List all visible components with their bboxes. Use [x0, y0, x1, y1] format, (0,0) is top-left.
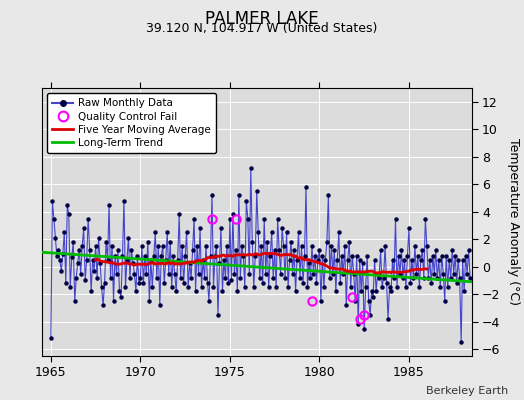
Legend: Raw Monthly Data, Quality Control Fail, Five Year Moving Average, Long-Term Tren: Raw Monthly Data, Quality Control Fail, … — [47, 93, 216, 153]
Text: 39.120 N, 104.917 W (United States): 39.120 N, 104.917 W (United States) — [146, 22, 378, 35]
Text: PALMER LAKE: PALMER LAKE — [205, 10, 319, 28]
Y-axis label: Temperature Anomaly (°C): Temperature Anomaly (°C) — [507, 138, 520, 306]
Text: Berkeley Earth: Berkeley Earth — [426, 386, 508, 396]
